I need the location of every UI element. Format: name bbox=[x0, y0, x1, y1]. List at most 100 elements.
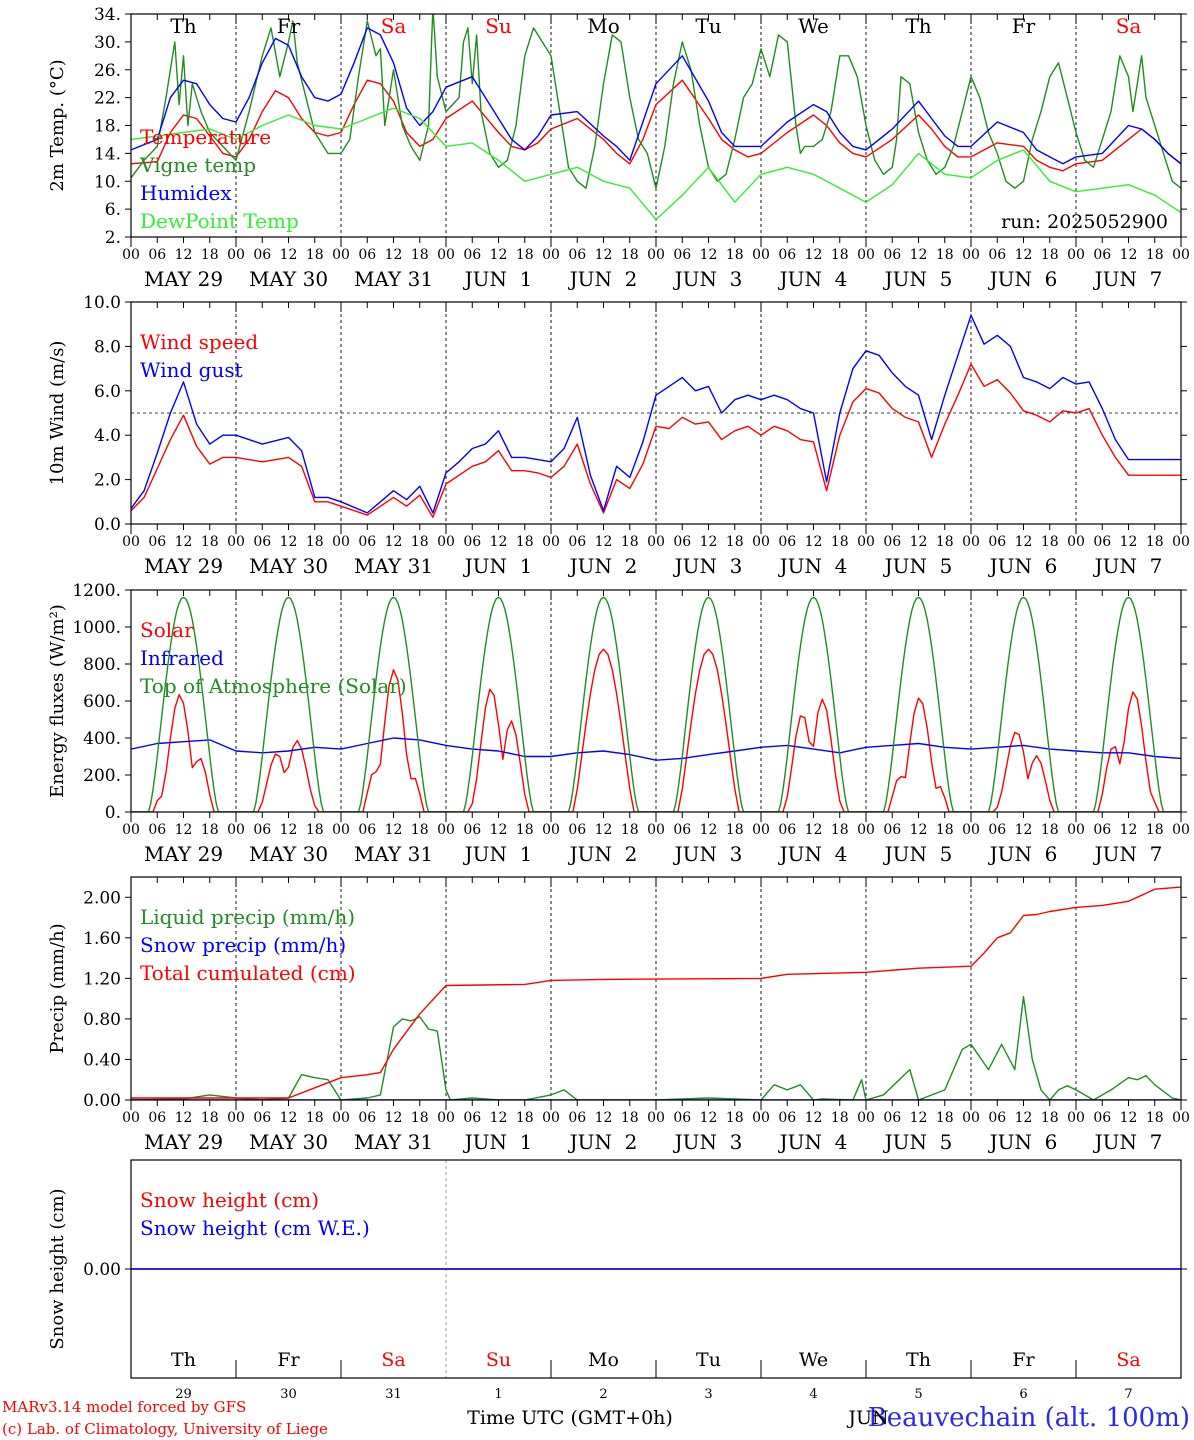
y-axis-title: 2m Temp. (°C) bbox=[47, 59, 68, 191]
x-hour-label: 18 bbox=[1146, 534, 1164, 550]
x-hour-label: 12 bbox=[910, 1110, 928, 1126]
x-hour-label: 18 bbox=[936, 247, 954, 263]
x-hour-label: 00 bbox=[752, 247, 770, 263]
day-number-label: 3 bbox=[704, 1387, 712, 1402]
legend-label: Humidex bbox=[140, 181, 232, 205]
legend-label: Snow height (cm) bbox=[140, 1188, 319, 1212]
x-hour-label: 00 bbox=[332, 534, 350, 550]
x-hour-label: 12 bbox=[700, 247, 718, 263]
series-line-humidex bbox=[131, 27, 1181, 165]
x-hour-label: 12 bbox=[1015, 1110, 1033, 1126]
series-line-top-of-atmosphere-solar- bbox=[131, 596, 1181, 812]
x-hour-label: 18 bbox=[1146, 1110, 1164, 1126]
x-hour-label: 06 bbox=[1093, 534, 1111, 550]
x-hour-label: 18 bbox=[1146, 247, 1164, 263]
x-hour-label: 06 bbox=[778, 247, 796, 263]
x-hour-label: 06 bbox=[358, 534, 376, 550]
x-hour-label: 00 bbox=[1172, 822, 1190, 838]
x-hour-label: 00 bbox=[1067, 822, 1085, 838]
x-hour-label: 12 bbox=[595, 534, 613, 550]
x-hour-label: 18 bbox=[516, 534, 534, 550]
x-hour-label: 06 bbox=[1093, 822, 1111, 838]
series-layer bbox=[131, 14, 1181, 1270]
x-hour-label: 18 bbox=[411, 534, 429, 550]
legend-label: Wind speed bbox=[140, 330, 258, 354]
x-date-label: MAY 29 bbox=[144, 842, 223, 866]
x-date-label: JUN 5 bbox=[883, 554, 953, 578]
weekday-label-bottom: Fr bbox=[277, 1349, 300, 1371]
weekday-label-bottom: We bbox=[799, 1349, 828, 1371]
x-hour-label: 06 bbox=[148, 247, 166, 263]
x-date-label: JUN 4 bbox=[778, 842, 848, 866]
x-hour-label: 18 bbox=[306, 1110, 324, 1126]
series-line-wind-speed bbox=[131, 363, 1181, 518]
x-hour-label: 18 bbox=[1041, 1110, 1059, 1126]
x-hour-label: 12 bbox=[280, 822, 298, 838]
y-tick-label: 2. bbox=[105, 228, 121, 248]
x-date-label: JUN 6 bbox=[988, 554, 1058, 578]
x-hour-label: 18 bbox=[516, 822, 534, 838]
legend-label: Vigne temp bbox=[139, 153, 256, 177]
x-hour-label: 06 bbox=[568, 534, 586, 550]
weekday-label-bottom: Sa bbox=[381, 1349, 405, 1371]
x-hour-label: 12 bbox=[280, 247, 298, 263]
y-axis-title: Energy fluxes (W/m²) bbox=[47, 604, 68, 798]
x-hour-label: 12 bbox=[805, 247, 823, 263]
x-hour-label: 00 bbox=[437, 247, 455, 263]
x-hour-label: 00 bbox=[227, 534, 245, 550]
x-hour-label: 00 bbox=[857, 822, 875, 838]
x-hour-label: 18 bbox=[621, 534, 639, 550]
x-hour-label: 00 bbox=[1067, 247, 1085, 263]
y-axis-title: Precip (mm/h) bbox=[47, 923, 68, 1053]
series-line-infrared bbox=[131, 737, 1181, 761]
x-hour-label: 12 bbox=[280, 534, 298, 550]
x-hour-label: 06 bbox=[463, 247, 481, 263]
weekday-label-bottom: Th bbox=[171, 1349, 196, 1371]
x-hour-label: 18 bbox=[621, 247, 639, 263]
x-hour-label: 18 bbox=[1041, 822, 1059, 838]
x-hour-label: 12 bbox=[490, 247, 508, 263]
y-tick-label: 200. bbox=[83, 766, 121, 786]
series-line-solar bbox=[131, 648, 1181, 812]
day-number-label: 2 bbox=[599, 1387, 607, 1402]
y-tick-label: 10. bbox=[94, 172, 121, 192]
x-hour-label: 18 bbox=[726, 247, 744, 263]
x-hour-label: 00 bbox=[647, 1110, 665, 1126]
x-hour-label: 00 bbox=[542, 822, 560, 838]
x-hour-label: 00 bbox=[227, 247, 245, 263]
series-line-total-cumulated-cm- bbox=[131, 886, 1181, 1099]
y-tick-label: 6. bbox=[105, 200, 121, 220]
x-hour-label: 00 bbox=[437, 822, 455, 838]
y-tick-label: 0.40 bbox=[83, 1050, 121, 1070]
x-hour-label: 18 bbox=[936, 1110, 954, 1126]
x-hour-label: 00 bbox=[752, 1110, 770, 1126]
day-number-label: 31 bbox=[385, 1387, 402, 1402]
weekday-label: Th bbox=[170, 14, 196, 38]
y-tick-label: 14. bbox=[94, 144, 121, 164]
series-line-dewpoint-temp bbox=[131, 107, 1181, 221]
x-hour-label: 06 bbox=[673, 247, 691, 263]
weekday-label: Su bbox=[485, 14, 512, 38]
y-tick-label: 18. bbox=[94, 117, 121, 137]
legend-label: Snow precip (mm/h) bbox=[140, 933, 346, 957]
x-date-label: MAY 30 bbox=[249, 267, 328, 291]
x-date-label: MAY 31 bbox=[354, 1130, 433, 1154]
x-hour-label: 00 bbox=[1172, 1110, 1190, 1126]
x-hour-label: 00 bbox=[332, 822, 350, 838]
x-date-label: JUN 1 bbox=[463, 267, 533, 291]
y-tick-label: 0.00 bbox=[83, 1091, 121, 1111]
credit-line-2: (c) Lab. of Climatology, University of L… bbox=[2, 1420, 328, 1438]
y-tick-label: 8.0 bbox=[94, 337, 121, 357]
axes-layer bbox=[125, 13, 1187, 1379]
x-hour-label: 06 bbox=[1093, 1110, 1111, 1126]
x-hour-label: 18 bbox=[831, 247, 849, 263]
x-hour-label: 18 bbox=[831, 534, 849, 550]
legend-label: Liquid precip (mm/h) bbox=[140, 905, 355, 929]
y-tick-label: 0.00 bbox=[83, 1260, 121, 1280]
x-hour-label: 12 bbox=[595, 822, 613, 838]
x-hour-label: 06 bbox=[253, 534, 271, 550]
x-date-label: MAY 31 bbox=[354, 267, 433, 291]
weekday-label: We bbox=[798, 14, 829, 38]
x-date-label: MAY 30 bbox=[249, 554, 328, 578]
x-hour-label: 12 bbox=[595, 247, 613, 263]
